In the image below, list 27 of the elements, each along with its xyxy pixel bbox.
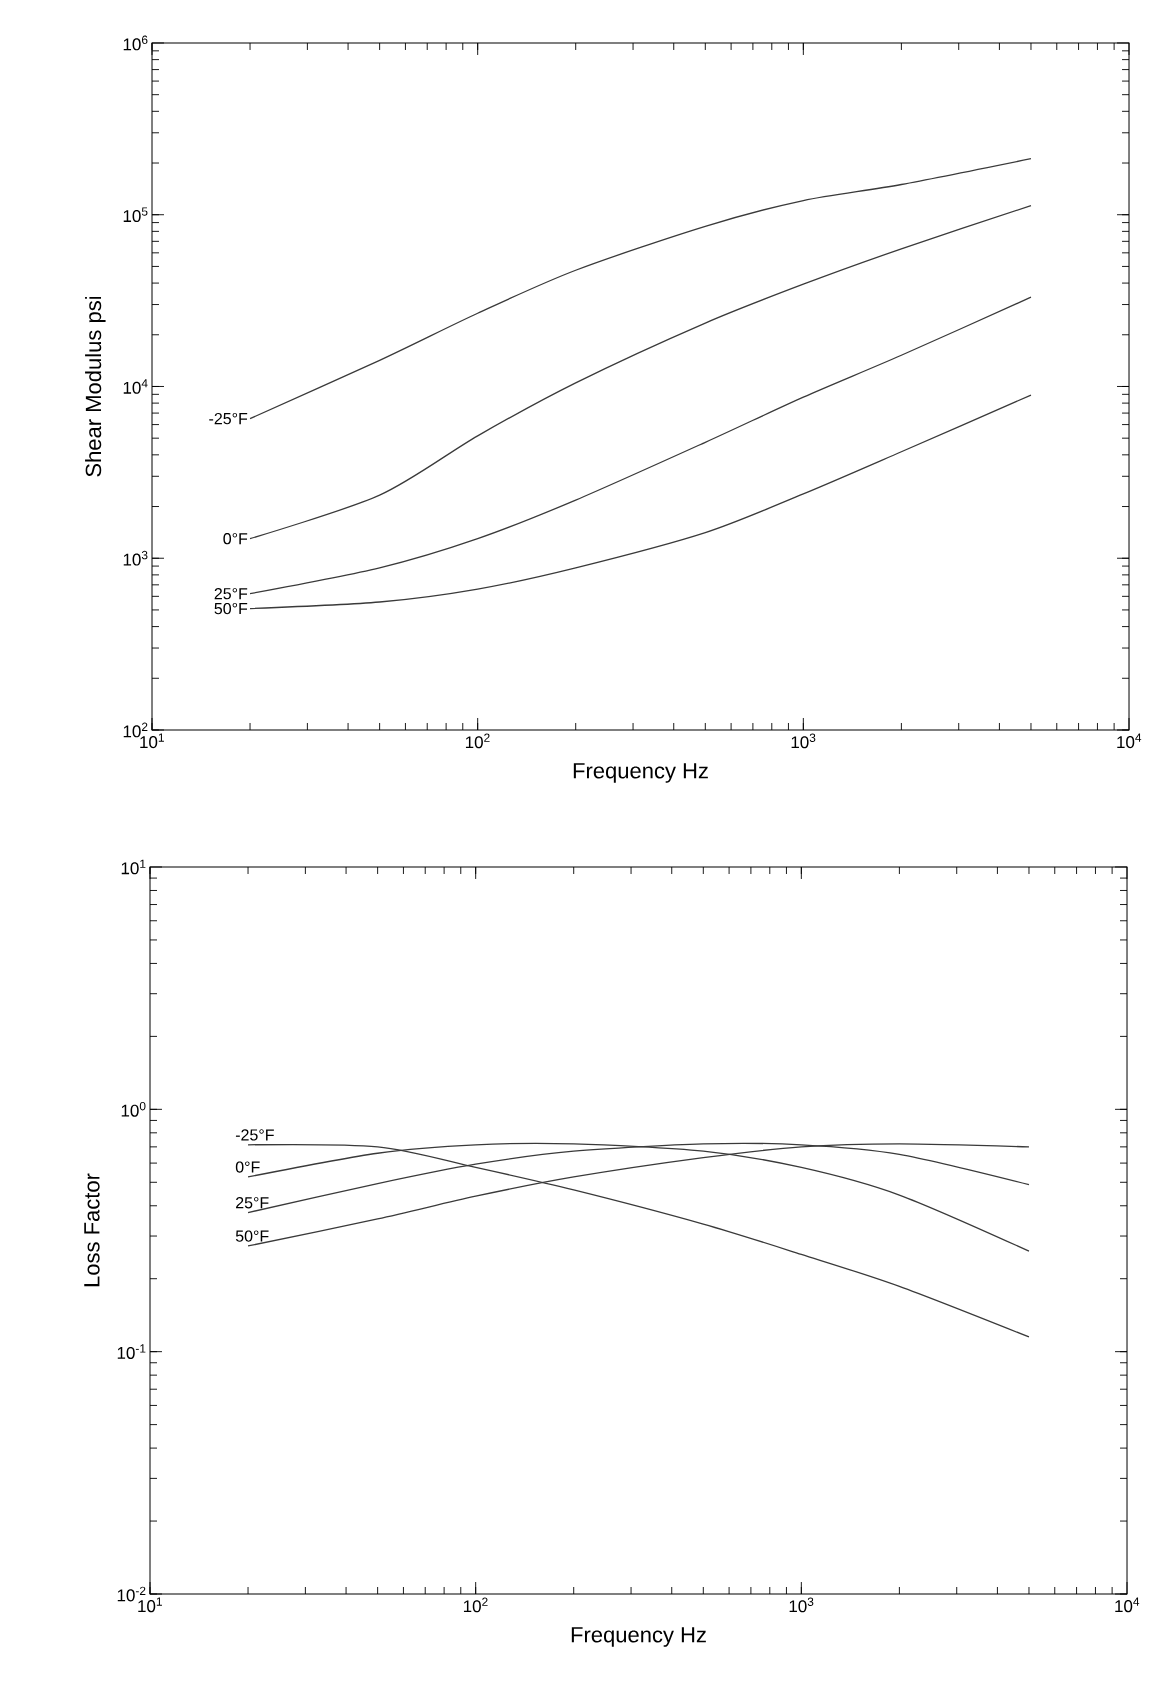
x-tick-label: 10$^{2}$ — [465, 733, 490, 749]
x-axis-title: Frequency Hz — [573, 763, 708, 783]
series-label: 50°F — [214, 602, 248, 615]
x-tick-label: 10$^{4}$ — [1115, 1597, 1140, 1613]
series-label: -25°F — [235, 1129, 274, 1141]
x-tick-label: 10$^{4}$ — [1117, 733, 1142, 749]
x-tick-label: 10$^{1}$ — [140, 733, 164, 749]
y-tick-label: 10$^{0}$ — [121, 1101, 146, 1117]
series-label: 25°F — [236, 1197, 269, 1209]
x-tick-label: 10$^{2}$ — [463, 1597, 488, 1613]
x-tick-label: 10$^{3}$ — [789, 1597, 814, 1613]
series-label: 25°F — [214, 588, 248, 600]
series-label: 50°F — [235, 1230, 269, 1242]
y-tick-label: 10$^{3}$ — [123, 550, 148, 566]
x-tick-label: 10$^{3}$ — [791, 733, 816, 749]
y-tick-label: 10$^{-1}$ — [117, 1344, 146, 1359]
y-tick-label: 10$^{1}$ — [121, 859, 146, 875]
series-label: -25°F — [209, 412, 248, 425]
series-label: 0°F — [235, 1161, 260, 1173]
y-axis-title: Loss Factor — [84, 1173, 100, 1287]
y-tick-label: 10$^{6}$ — [123, 35, 148, 51]
y-tick-label: 10$^{5}$ — [123, 207, 148, 223]
y-tick-label: 10$^{4}$ — [123, 379, 148, 394]
y-axis-title: Shear Modulus psi — [85, 296, 106, 477]
x-axis-title: Frequency Hz — [571, 1627, 706, 1647]
x-tick-label: 10$^{1}$ — [138, 1597, 162, 1613]
series-label: 0°F — [223, 533, 248, 545]
